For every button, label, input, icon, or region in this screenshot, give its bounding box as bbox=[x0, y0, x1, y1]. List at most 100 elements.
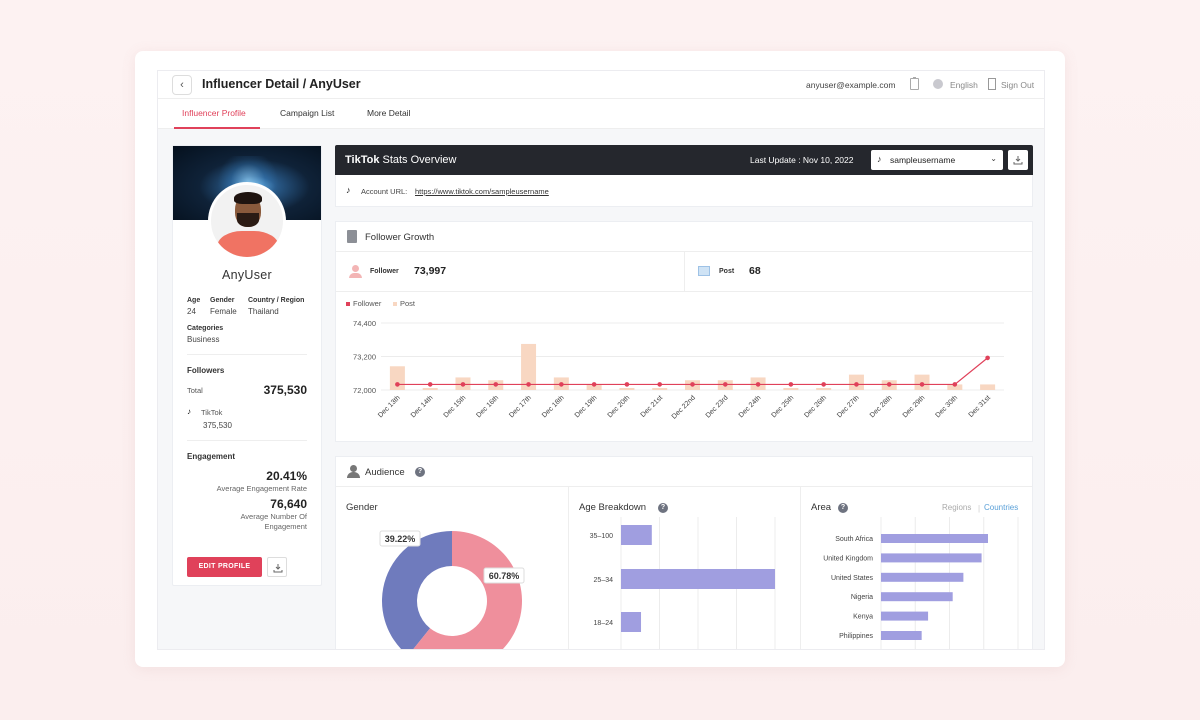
tab-influencer-profile[interactable]: Influencer Profile bbox=[182, 108, 246, 118]
avatar bbox=[208, 182, 286, 260]
x-tick-label: Dec 28th bbox=[869, 394, 894, 419]
gender-label: Gender bbox=[210, 297, 235, 304]
legend-post: Post bbox=[400, 299, 416, 308]
regions-toggle[interactable]: Regions bbox=[942, 503, 972, 512]
y-tick-label: 74,400 bbox=[353, 319, 376, 328]
download-icon bbox=[273, 564, 283, 573]
area-bar bbox=[881, 592, 953, 602]
card-header: Follower Growth bbox=[336, 222, 1032, 252]
area-label: Nigeria bbox=[851, 594, 873, 601]
follower-label: Follower bbox=[370, 268, 399, 275]
globe-icon[interactable] bbox=[933, 79, 943, 89]
help-icon[interactable]: ? bbox=[838, 503, 848, 513]
area-label: South Africa bbox=[835, 536, 873, 543]
gender-donut-chart: 39.22% 60.78% bbox=[379, 530, 525, 649]
categories-label: Categories bbox=[187, 325, 224, 332]
y-tick-label: 72,000 bbox=[353, 386, 376, 395]
x-tick-label: Dec 21st bbox=[640, 394, 665, 419]
post-bar bbox=[783, 388, 799, 390]
followers-title: Followers bbox=[187, 366, 225, 375]
donut-label: 60.78% bbox=[489, 571, 520, 581]
area-chart: South Africa United Kingdom United States N… bbox=[823, 517, 1019, 649]
image-icon bbox=[698, 266, 710, 276]
countries-toggle[interactable]: Countries bbox=[984, 503, 1019, 512]
help-icon[interactable]: ? bbox=[658, 503, 668, 513]
tiktok-label: TikTok bbox=[201, 408, 223, 417]
follower-point bbox=[657, 382, 663, 387]
donut-label: 39.22% bbox=[385, 534, 416, 544]
tiktok-icon: ♪ bbox=[187, 407, 191, 416]
divider bbox=[187, 440, 307, 441]
follower-point bbox=[690, 382, 695, 387]
x-tick-label: Dec 23rd bbox=[705, 394, 730, 419]
x-tick-label: Dec 27th bbox=[836, 394, 861, 419]
follower-point bbox=[821, 382, 826, 387]
age-value: 24 bbox=[187, 307, 196, 316]
donut-slice bbox=[413, 531, 522, 649]
account-select[interactable]: ♪ sampleusername ⌄ bbox=[871, 150, 1003, 170]
app-window: ‹ Influencer Detail / AnyUser anyuser@ex… bbox=[135, 51, 1065, 667]
clipboard-icon bbox=[347, 230, 357, 243]
clipboard-icon[interactable] bbox=[910, 77, 919, 90]
stats-header: TikTok Stats Overview Last Update : Nov … bbox=[335, 145, 1033, 175]
language-selector[interactable]: English bbox=[950, 80, 978, 90]
follower-point bbox=[886, 382, 892, 387]
age-label: 35–100 bbox=[590, 533, 613, 540]
tab-more-detail[interactable]: More Detail bbox=[367, 108, 411, 118]
x-tick-label: Dec 24th bbox=[738, 394, 763, 419]
edit-profile-button[interactable]: EDIT PROFILE bbox=[187, 557, 262, 577]
follower-growth-card: Follower Growth Follower 73,997 Post 68 … bbox=[335, 221, 1033, 442]
app-frame: ‹ Influencer Detail / AnyUser anyuser@ex… bbox=[157, 70, 1045, 650]
x-tick-label: Dec 26th bbox=[803, 394, 828, 419]
area-label: Philippines bbox=[839, 633, 873, 640]
follower-point bbox=[591, 382, 597, 387]
account-select-value: sampleusername bbox=[890, 155, 956, 165]
user-email: anyuser@example.com bbox=[806, 80, 896, 90]
sign-out-link[interactable]: Sign Out bbox=[1001, 80, 1035, 90]
x-tick-label: Dec 19th bbox=[574, 394, 599, 419]
download-profile-button[interactable] bbox=[267, 557, 287, 577]
account-url-label: Account URL: bbox=[361, 187, 408, 196]
post-bar bbox=[619, 388, 635, 390]
total-followers: 375,530 bbox=[263, 383, 307, 397]
tab-campaign-list[interactable]: Campaign List bbox=[280, 108, 335, 118]
person-icon bbox=[349, 265, 362, 278]
legend-swatch-post bbox=[393, 302, 397, 306]
post-bar bbox=[947, 384, 963, 390]
stats-title: TikTok Stats Overview bbox=[345, 154, 457, 166]
follower-value: 73,997 bbox=[414, 265, 447, 277]
follower-point bbox=[755, 382, 761, 387]
help-icon[interactable]: ? bbox=[415, 467, 425, 477]
follower-point bbox=[788, 382, 794, 387]
post-bar bbox=[652, 388, 668, 390]
follower-point bbox=[952, 382, 958, 387]
area-label: United States bbox=[831, 575, 874, 582]
follower-point bbox=[854, 382, 859, 387]
tiktok-icon: ♪ bbox=[877, 154, 882, 164]
sign-out-icon[interactable] bbox=[988, 78, 996, 90]
chevron-left-icon: ‹ bbox=[180, 79, 184, 91]
last-update: Last Update : Nov 10, 2022 bbox=[750, 155, 854, 165]
country-label: Country / Region bbox=[248, 297, 305, 304]
account-url-row: ♪ Account URL: https://www.tiktok.com/sa… bbox=[335, 175, 1033, 207]
profile-card: AnyUser Age 24 Gender Female Country / R… bbox=[172, 145, 322, 586]
tiktok-icon: ♪ bbox=[346, 185, 351, 195]
x-tick-label: Dec 30th bbox=[934, 394, 959, 419]
area-label: United Kingdom bbox=[823, 555, 873, 562]
follower-growth-chart: Follower Post 72,000 73,200 74,400 Dec 13th De… bbox=[346, 299, 1004, 421]
download-stats-button[interactable] bbox=[1008, 150, 1028, 170]
back-button[interactable]: ‹ bbox=[172, 75, 192, 95]
account-url-link[interactable]: https://www.tiktok.com/sampleusername bbox=[415, 187, 549, 196]
card-header: Audience ? bbox=[336, 457, 1032, 487]
area-bar bbox=[881, 553, 982, 563]
age-breakdown-chart: 35–100 25–34 18–24 bbox=[590, 517, 776, 649]
gender-title: Gender bbox=[346, 502, 378, 513]
engagement-rate-label: Average Engagement Rate bbox=[216, 484, 307, 493]
avg-engagement-label: Average Number Of bbox=[240, 512, 307, 521]
area-label: Kenya bbox=[853, 614, 873, 621]
x-tick-label: Dec 14th bbox=[410, 394, 435, 419]
donut-slice bbox=[382, 531, 452, 649]
area-bar bbox=[881, 534, 988, 543]
engagement-rate: 20.41% bbox=[266, 469, 307, 483]
x-tick-label: Dec 18th bbox=[541, 394, 566, 419]
